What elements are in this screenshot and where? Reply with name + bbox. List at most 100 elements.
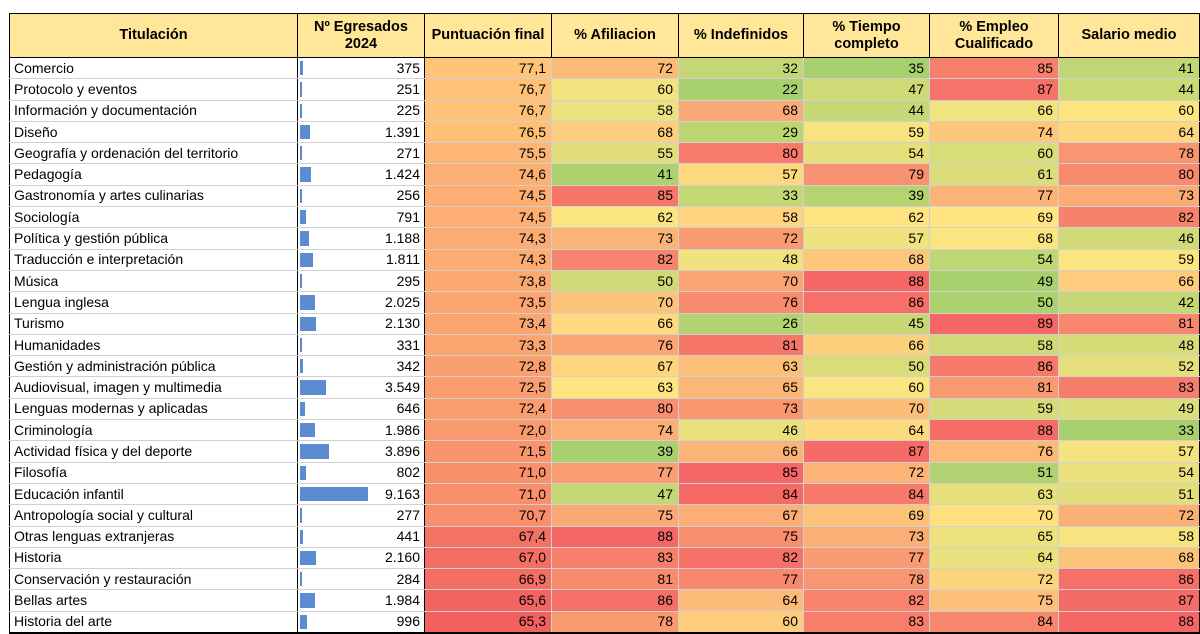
cell-indef[interactable]: 81 [678,333,804,357]
cell-indef[interactable]: 73 [678,397,804,421]
cell-indef[interactable]: 22 [678,78,804,101]
header-indefinidos[interactable]: % Indefinidos [678,13,804,58]
cell-afil[interactable]: 41 [551,163,679,186]
cell-tiempo[interactable]: 77 [803,546,930,570]
cell-empleo[interactable]: 87 [929,78,1059,101]
cell-puntuacion[interactable]: 71,0 [424,461,552,484]
cell-tiempo[interactable]: 70 [803,397,930,421]
cell-afil[interactable]: 85 [551,184,679,208]
cell-empleo[interactable]: 60 [929,142,1059,165]
cell-tiempo[interactable]: 39 [803,184,930,208]
cell-empleo[interactable]: 75 [929,589,1059,612]
cell-empleo[interactable]: 66 [929,99,1059,122]
cell-indef[interactable]: 29 [678,120,804,144]
cell-titulacion[interactable]: Filosofía [9,461,298,484]
cell-afil[interactable]: 60 [551,78,679,101]
cell-empleo[interactable]: 85 [929,56,1059,80]
cell-tiempo[interactable]: 86 [803,291,930,314]
cell-tiempo[interactable]: 82 [803,589,930,612]
cell-indef[interactable]: 58 [678,206,804,229]
cell-egresados[interactable]: 284 [297,568,425,591]
cell-egresados[interactable]: 441 [297,525,425,548]
cell-afil[interactable]: 81 [551,568,679,591]
cell-empleo[interactable]: 61 [929,163,1059,186]
cell-puntuacion[interactable]: 74,3 [424,248,552,271]
cell-afil[interactable]: 88 [551,525,679,548]
header-egresados[interactable]: Nº Egresados 2024 [297,13,425,58]
cell-empleo[interactable]: 64 [929,546,1059,570]
cell-titulacion[interactable]: Gestión y administración pública [9,355,298,378]
cell-puntuacion[interactable]: 71,5 [424,440,552,463]
cell-indef[interactable]: 46 [678,419,804,442]
cell-empleo[interactable]: 72 [929,568,1059,591]
cell-puntuacion[interactable]: 76,5 [424,120,552,144]
cell-indef[interactable]: 60 [678,610,804,634]
cell-tiempo[interactable]: 83 [803,610,930,634]
cell-empleo[interactable]: 88 [929,419,1059,442]
cell-egresados[interactable]: 277 [297,504,425,527]
cell-titulacion[interactable]: Antropología social y cultural [9,504,298,527]
cell-salario[interactable]: 60 [1058,99,1200,122]
cell-puntuacion[interactable]: 65,6 [424,589,552,612]
cell-salario[interactable]: 83 [1058,376,1200,399]
cell-puntuacion[interactable]: 72,0 [424,419,552,442]
cell-tiempo[interactable]: 59 [803,120,930,144]
cell-egresados[interactable]: 1.391 [297,120,425,144]
cell-titulacion[interactable]: Protocolo y eventos [9,78,298,101]
cell-egresados[interactable]: 3.549 [297,376,425,399]
cell-empleo[interactable]: 54 [929,248,1059,271]
cell-titulacion[interactable]: Política y gestión pública [9,227,298,250]
cell-titulacion[interactable]: Gastronomía y artes culinarias [9,184,298,208]
cell-salario[interactable]: 49 [1058,397,1200,421]
header-afiliacion[interactable]: % Afiliacion [551,13,679,58]
cell-salario[interactable]: 42 [1058,291,1200,314]
cell-indef[interactable]: 64 [678,589,804,612]
cell-egresados[interactable]: 1.188 [297,227,425,250]
cell-empleo[interactable]: 58 [929,333,1059,357]
cell-puntuacion[interactable]: 76,7 [424,78,552,101]
cell-tiempo[interactable]: 68 [803,248,930,271]
cell-empleo[interactable]: 59 [929,397,1059,421]
cell-indef[interactable]: 48 [678,248,804,271]
cell-puntuacion[interactable]: 73,3 [424,333,552,357]
cell-afil[interactable]: 77 [551,461,679,484]
cell-titulacion[interactable]: Música [9,269,298,293]
cell-afil[interactable]: 74 [551,419,679,442]
cell-titulacion[interactable]: Lengua inglesa [9,291,298,314]
cell-egresados[interactable]: 791 [297,206,425,229]
cell-titulacion[interactable]: Diseño [9,120,298,144]
cell-egresados[interactable]: 2.130 [297,312,425,335]
cell-afil[interactable]: 68 [551,120,679,144]
cell-empleo[interactable]: 81 [929,376,1059,399]
cell-empleo[interactable]: 50 [929,291,1059,314]
cell-empleo[interactable]: 84 [929,610,1059,634]
cell-afil[interactable]: 55 [551,142,679,165]
cell-empleo[interactable]: 68 [929,227,1059,250]
cell-titulacion[interactable]: Pedagogía [9,163,298,186]
cell-indef[interactable]: 68 [678,99,804,122]
cell-afil[interactable]: 83 [551,546,679,570]
cell-egresados[interactable]: 1.986 [297,419,425,442]
cell-indef[interactable]: 32 [678,56,804,80]
cell-puntuacion[interactable]: 72,8 [424,355,552,378]
cell-puntuacion[interactable]: 67,0 [424,546,552,570]
cell-titulacion[interactable]: Historia [9,546,298,570]
cell-tiempo[interactable]: 62 [803,206,930,229]
cell-tiempo[interactable]: 69 [803,504,930,527]
cell-titulacion[interactable]: Geografía y ordenación del territorio [9,142,298,165]
cell-titulacion[interactable]: Sociología [9,206,298,229]
cell-titulacion[interactable]: Bellas artes [9,589,298,612]
cell-indef[interactable]: 82 [678,546,804,570]
cell-tiempo[interactable]: 84 [803,482,930,506]
cell-egresados[interactable]: 342 [297,355,425,378]
cell-puntuacion[interactable]: 74,6 [424,163,552,186]
cell-empleo[interactable]: 51 [929,461,1059,484]
cell-puntuacion[interactable]: 73,4 [424,312,552,335]
cell-salario[interactable]: 58 [1058,525,1200,548]
cell-empleo[interactable]: 76 [929,440,1059,463]
cell-salario[interactable]: 88 [1058,610,1200,634]
cell-afil[interactable]: 50 [551,269,679,293]
cell-empleo[interactable]: 65 [929,525,1059,548]
cell-titulacion[interactable]: Humanidades [9,333,298,357]
cell-egresados[interactable]: 1.424 [297,163,425,186]
